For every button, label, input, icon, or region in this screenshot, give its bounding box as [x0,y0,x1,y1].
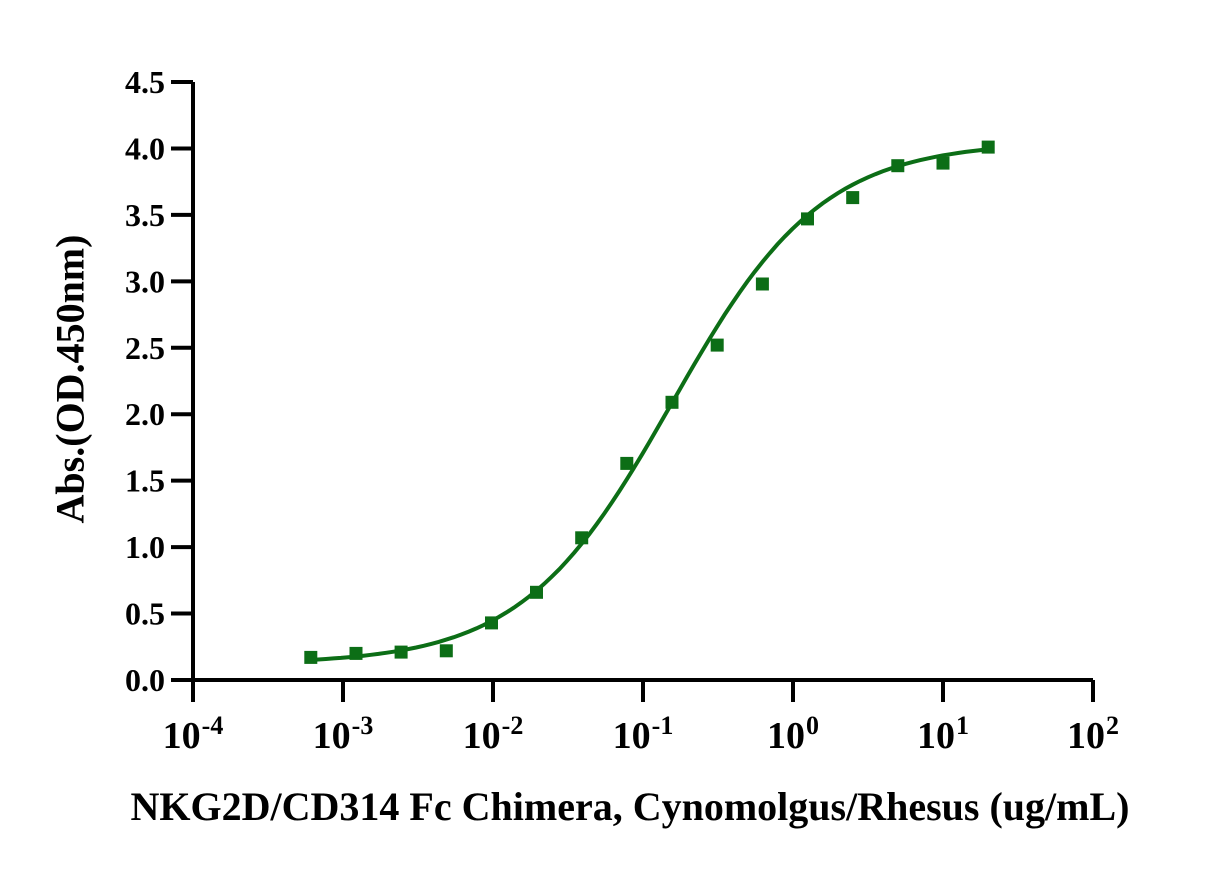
y-tick-label: 1.5 [125,463,165,499]
x-tick-label: 10-4 [163,711,224,757]
data-point-marker [439,644,453,658]
data-point-marker [936,156,950,170]
y-tick-label: 1.0 [125,529,165,565]
y-tick-label: 2.0 [125,396,165,432]
y-tick-label: 2.5 [125,330,165,366]
data-point-marker [304,650,318,664]
data-point-marker [755,277,769,291]
data-point-marker [981,140,995,154]
data-point-marker [801,212,814,226]
y-tick-label: 0.0 [125,662,165,698]
data-point-marker [349,646,363,660]
y-tick-label: 3.0 [125,263,165,299]
data-point-marker [394,645,408,659]
y-tick-label: 0.5 [125,596,165,632]
x-tick-label: 100 [767,711,819,757]
data-point-marker [710,338,724,352]
data-point-marker [665,395,679,409]
x-tick-label: 102 [1067,711,1119,757]
y-tick-label: 4.0 [125,130,165,166]
x-tick-label: 10-2 [463,711,524,757]
data-point-marker [485,616,498,630]
data-point-marker [530,585,543,599]
y-axis-label: Abs.(OD.450nm) [47,234,93,524]
x-axis-label: NKG2D/CD314 Fc Chimera, Cynomolgus/Rhesu… [130,784,1130,829]
y-tick-label: 4.5 [125,64,165,100]
y-tick-label: 3.5 [125,197,165,233]
data-point-marker [575,531,589,545]
data-point-marker [620,456,634,470]
data-point-marker [891,159,905,173]
fit-curve [308,147,991,662]
x-tick-label: 10-3 [313,711,374,757]
x-tick-label: 101 [917,711,969,757]
data-point-marker [846,191,860,205]
x-tick-label: 10-1 [613,711,674,757]
